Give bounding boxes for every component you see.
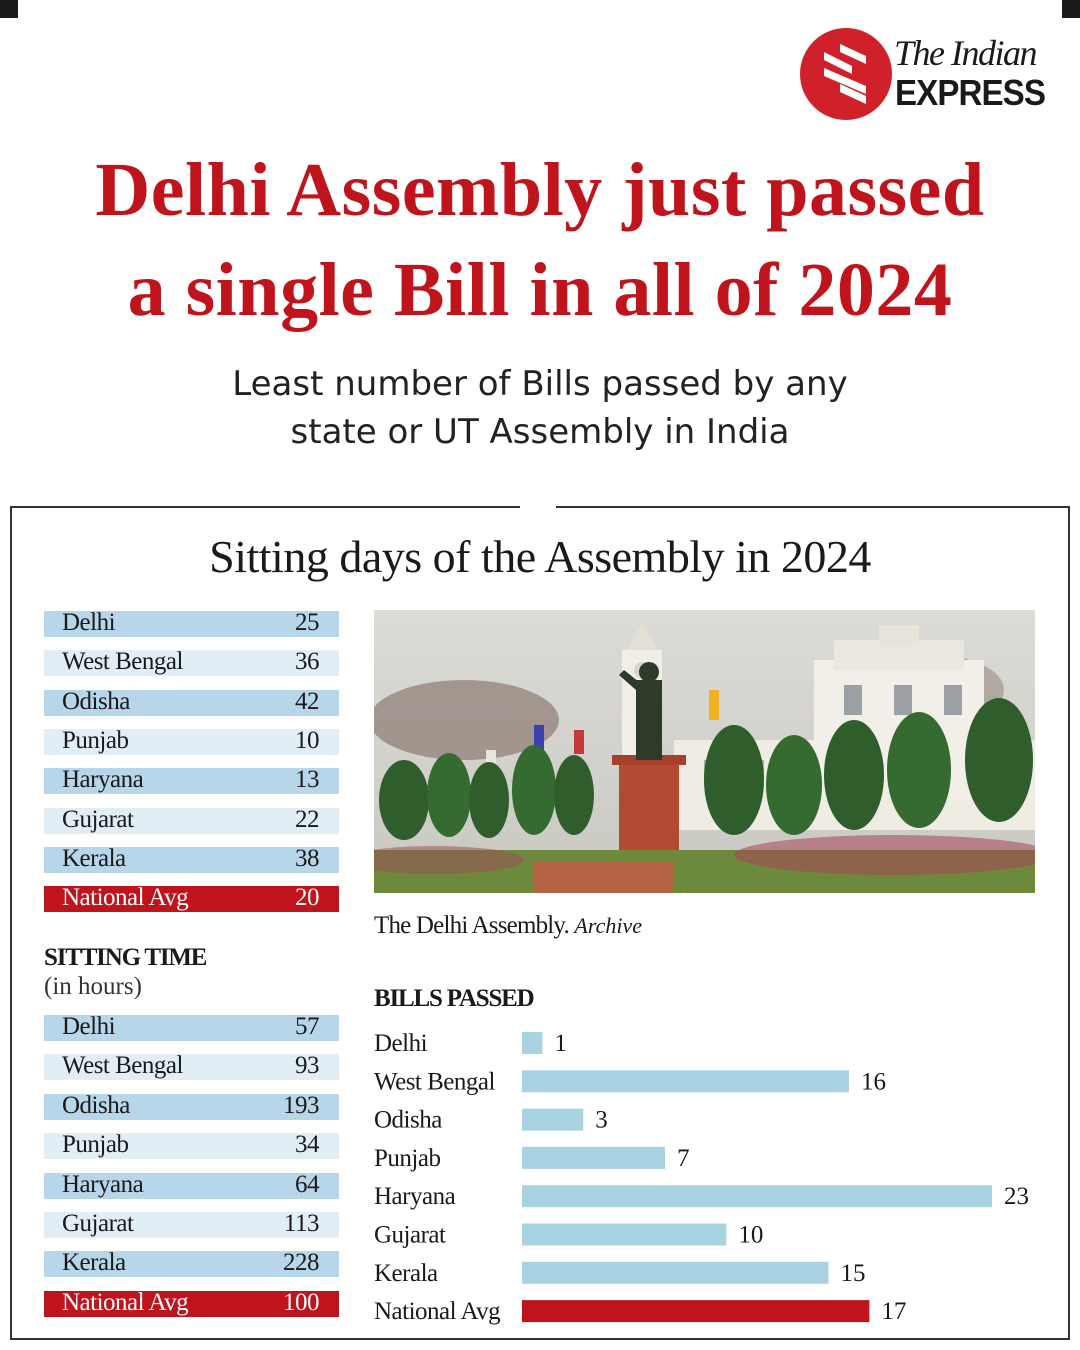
- bills-category-label: Delhi: [374, 1030, 428, 1057]
- sitting-time-row-label: Haryana: [62, 1170, 144, 1198]
- sitting-days-row-value: 13: [295, 766, 320, 794]
- sitting-days-row-value: 38: [295, 844, 320, 872]
- sitting-days-row-value: 36: [295, 648, 320, 676]
- bills-bar: [522, 1070, 849, 1093]
- sitting-days-row: Punjab 10: [44, 726, 339, 755]
- sitting-time-row-value: 34: [295, 1131, 320, 1159]
- subheadline-line1: Least number of Bills passed by any: [232, 364, 848, 404]
- bills-value-label: 15: [841, 1260, 866, 1287]
- bills-bar: [522, 1185, 992, 1208]
- headline: Delhi Assembly just passed a single Bill…: [0, 140, 1080, 340]
- sitting-time-row: Kerala 228: [44, 1249, 339, 1278]
- sitting-days-row: West Bengal 36: [44, 648, 339, 677]
- sitting-time-row: Odisha 193: [44, 1091, 339, 1120]
- sitting-time-row: Gujarat 113: [44, 1210, 339, 1238]
- bills-category-label: Odisha: [374, 1107, 442, 1134]
- sitting-days-row: Haryana 13: [44, 766, 339, 795]
- bills-value-label: 23: [1004, 1183, 1029, 1210]
- sitting-days-title: Sitting days of the Assembly in 2024: [209, 531, 871, 582]
- frame-gap: [520, 500, 556, 514]
- sitting-time-row-label: National Avg: [62, 1288, 189, 1316]
- brand-name-line2: EXPRESS: [895, 72, 1046, 113]
- bills-bar: [522, 1146, 666, 1169]
- sitting-time-subtitle: (in hours): [44, 973, 142, 1000]
- sitting-time-row-value: 64: [295, 1170, 320, 1198]
- brand-logo-icon: [800, 28, 892, 120]
- sitting-time-row-value: 100: [283, 1288, 320, 1316]
- sitting-days-row-label: Delhi: [62, 609, 116, 636]
- bills-category-label: National Avg: [374, 1298, 501, 1325]
- sitting-time-row-label: Punjab: [62, 1131, 129, 1159]
- sitting-days-row-label: Haryana: [62, 766, 144, 794]
- sitting-days-row-value: 10: [295, 726, 320, 754]
- corner-mark-right: [1062, 0, 1080, 18]
- bills-category-label: Gujarat: [374, 1222, 446, 1249]
- sitting-days-row: Odisha 42: [44, 687, 339, 716]
- bills-bar: [522, 1300, 870, 1323]
- sitting-days-row-value: 42: [295, 687, 320, 715]
- sitting-days-row-value: 22: [295, 805, 320, 833]
- bills-value-label: 3: [595, 1107, 608, 1134]
- photo-caption-source: Archive: [574, 913, 643, 938]
- bills-value-label: 7: [677, 1145, 690, 1172]
- bills-passed-chart: Delhi 1 West Bengal 16 Odisha 3 Punjab 7 Haryana…: [374, 1030, 1029, 1325]
- sitting-time-row-label: Gujarat: [62, 1210, 134, 1237]
- bills-value-label: 1: [554, 1030, 567, 1057]
- sitting-time-row-value: 57: [295, 1013, 320, 1040]
- bills-value-label: 10: [738, 1222, 763, 1249]
- subheadline: Least number of Bills passed by any stat…: [0, 360, 1080, 456]
- bills-category-label: Haryana: [374, 1183, 456, 1210]
- photo-caption: The Delhi Assembly. Archive: [374, 912, 642, 940]
- bills-value-label: 16: [861, 1068, 886, 1095]
- sitting-days-row-value: 25: [295, 609, 320, 636]
- sitting-days-row-label: West Bengal: [62, 648, 183, 676]
- photo-caption-text: The Delhi Assembly.: [374, 912, 570, 939]
- sitting-days-row-label: Kerala: [62, 844, 126, 872]
- sitting-time-row-value: 113: [283, 1210, 320, 1237]
- sitting-time-row: West Bengal 93: [44, 1052, 339, 1081]
- bills-passed-title: BILLS PASSED: [374, 985, 535, 1012]
- sitting-days-row-label: Odisha: [62, 687, 130, 715]
- sitting-time-row: Punjab 34: [44, 1131, 339, 1160]
- sitting-time-row-label: Odisha: [62, 1091, 130, 1119]
- sitting-time-row: Delhi 57: [44, 1013, 339, 1041]
- sitting-days-row-label: Punjab: [62, 726, 129, 754]
- headline-line2: a single Bill in all of 2024: [127, 248, 953, 332]
- sitting-days-row-label: Gujarat: [62, 805, 134, 833]
- sitting-days-row: Gujarat 22: [44, 805, 339, 834]
- sitting-time-row-value: 93: [295, 1052, 320, 1080]
- brand-name-line1: The Indian: [894, 33, 1038, 73]
- subheadline-line2: state or UT Assembly in India: [290, 412, 790, 452]
- sitting-time-row-value: 193: [283, 1091, 320, 1119]
- bills-value-label: 17: [881, 1298, 906, 1325]
- bills-bar: [522, 1108, 584, 1131]
- sitting-time-row-label: Delhi: [62, 1013, 116, 1040]
- sitting-time-row: National Avg 100: [44, 1288, 339, 1317]
- sitting-time-row-value: 228: [283, 1249, 320, 1277]
- headline-line1: Delhi Assembly just passed: [95, 148, 985, 232]
- bills-category-label: West Bengal: [374, 1068, 495, 1095]
- bills-category-label: Kerala: [374, 1260, 438, 1287]
- sitting-time-row: Haryana 64: [44, 1170, 339, 1199]
- sitting-days-row: Delhi 25: [44, 609, 339, 637]
- sitting-days-row: National Avg 20: [44, 884, 339, 913]
- bills-bar: [522, 1261, 829, 1284]
- sitting-days-row-value: 20: [295, 884, 320, 912]
- corner-mark-left: [0, 0, 18, 18]
- sitting-time-row-label: Kerala: [62, 1249, 126, 1277]
- sitting-days-row: Kerala 38: [44, 844, 339, 873]
- brand-logo: The Indian EXPRESS: [800, 28, 1050, 122]
- sitting-time-title: SITTING TIME: [44, 944, 207, 971]
- bills-bar: [522, 1223, 727, 1246]
- sitting-days-row-label: National Avg: [62, 884, 189, 912]
- delhi-assembly-photo: [374, 610, 1035, 893]
- sitting-time-row-label: West Bengal: [62, 1052, 183, 1080]
- bills-category-label: Punjab: [374, 1145, 440, 1172]
- bills-bar: [522, 1032, 543, 1054]
